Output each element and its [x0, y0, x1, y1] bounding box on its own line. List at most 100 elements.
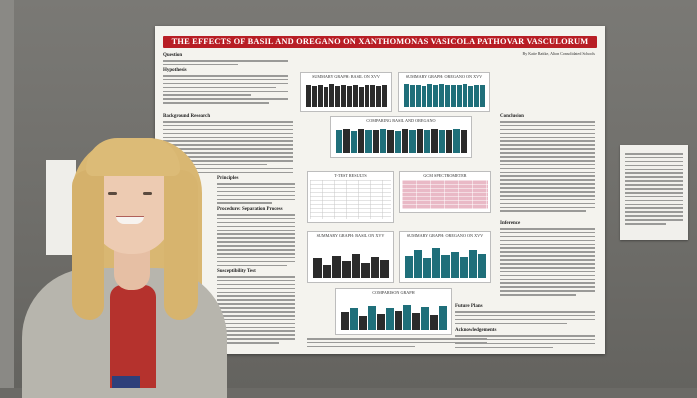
bar: [313, 257, 322, 278]
background-text: [163, 121, 293, 175]
bar: [405, 255, 414, 278]
section-principles: Principles: [217, 176, 239, 181]
bar: [367, 306, 376, 330]
bar: [382, 84, 388, 107]
bar: [415, 84, 421, 107]
bar: [404, 84, 409, 107]
bar: [361, 263, 370, 278]
bar: [358, 315, 367, 330]
bar: [347, 86, 352, 107]
flyer-text: [625, 153, 683, 227]
chart-title: COMPARING BASIL AND OREGANO: [366, 118, 436, 123]
name-badge: [112, 376, 140, 388]
bar: [460, 129, 467, 153]
bar: [439, 84, 445, 107]
poster-title: THE EFFECTS OF BASIL AND OREGANO ON XANT…: [171, 37, 589, 46]
bar: [453, 129, 460, 153]
center-footer-text: [307, 338, 487, 350]
bar: [423, 130, 431, 153]
poster-byline: By Katie Rattke, Alton Consolidated Scho…: [522, 51, 595, 56]
bar: [409, 129, 416, 153]
bar: [394, 310, 403, 330]
section-background: Background Research: [163, 114, 211, 119]
bar: [341, 261, 351, 278]
section-conclusion: Conclusion: [500, 114, 524, 119]
bar: [432, 248, 441, 278]
bar: [474, 84, 480, 107]
bar: [341, 84, 347, 107]
bar-group: [313, 241, 389, 278]
bar: [456, 85, 462, 107]
hair-left: [72, 170, 104, 320]
bar: [394, 130, 401, 153]
bar: [401, 128, 409, 153]
table-grid: [310, 180, 391, 219]
bar: [480, 84, 486, 107]
bar: [364, 84, 370, 107]
bar: [430, 314, 439, 330]
bar: [335, 85, 341, 107]
chart-title: SUMMARY GRAPH: OREGANO ON XVV: [405, 74, 483, 79]
bar: [341, 312, 349, 330]
chart-basil-summary: SUMMARY GRAPH: BASIL ON XVV: [300, 72, 392, 112]
chart-title: SUMMARY GRAPH: BASIL ON XVV: [316, 233, 385, 238]
t-test-table: T-TEST RESULTS: [307, 171, 394, 223]
bar: [365, 129, 372, 153]
bar: [387, 129, 394, 153]
procedure-text: [217, 214, 295, 268]
bar: [441, 255, 450, 278]
section-susceptibility: Susceptibility Test: [217, 269, 256, 274]
susceptibility-text: [217, 276, 295, 346]
bar: [332, 255, 341, 278]
gcm-table: GCM SPECTROMETER: [399, 171, 491, 213]
bar: [351, 253, 361, 278]
bar: [439, 306, 448, 330]
bar: [358, 86, 364, 107]
table-title: GCM SPECTROMETER: [423, 173, 467, 178]
future-text: [455, 311, 595, 327]
bar: [438, 130, 445, 153]
bar-group: [405, 241, 486, 278]
bar: [352, 85, 358, 107]
bar: [477, 254, 486, 278]
table-grid: [402, 180, 488, 209]
bar: [372, 130, 379, 153]
bar: [385, 308, 394, 330]
science-poster: THE EFFECTS OF BASIL AND OREGANO ON XANT…: [155, 26, 605, 354]
bar: [350, 130, 357, 153]
hair-top: [86, 138, 180, 176]
conclusion-text: [500, 121, 595, 214]
bar: [370, 256, 380, 278]
chart-oregano-summary: SUMMARY GRAPH: OREGANO ON XVV: [398, 72, 490, 112]
bar: [412, 313, 421, 330]
bar: [409, 85, 415, 107]
hypothesis-text: [163, 75, 288, 106]
left-eye: [108, 192, 117, 195]
section-question: Question: [163, 53, 183, 58]
bar: [336, 130, 343, 153]
bar: [427, 83, 433, 107]
chart-comparing: COMPARING BASIL AND OREGANO: [330, 116, 472, 158]
chart-comparison: COMPARISON GRAPH: [335, 288, 452, 335]
bar: [323, 87, 329, 107]
bar: [311, 85, 317, 107]
poster-title-bar: THE EFFECTS OF BASIL AND OREGANO ON XANT…: [163, 36, 597, 48]
chart-title: SUMMARY GRAPH: OREGANO ON XVV: [406, 233, 484, 238]
bar: [376, 314, 385, 330]
section-inference: Inference: [500, 221, 521, 226]
bar: [306, 84, 311, 107]
bar: [357, 128, 365, 153]
acknowledgements-text: [455, 335, 595, 351]
bar: [317, 85, 323, 107]
bar-group: [336, 126, 467, 153]
bar: [376, 85, 382, 107]
bar: [421, 85, 427, 107]
bar: [329, 84, 335, 107]
section-acknowledgements: Acknowledgements: [455, 328, 497, 333]
bar: [462, 84, 468, 107]
bar-group: [341, 298, 448, 330]
chart-basil-summary-2: SUMMARY GRAPH: BASIL ON XVV: [307, 231, 394, 283]
chart-title: SUMMARY GRAPH: BASIL ON XVV: [312, 74, 380, 79]
bar: [403, 305, 412, 330]
wall-flyer: [620, 145, 688, 240]
